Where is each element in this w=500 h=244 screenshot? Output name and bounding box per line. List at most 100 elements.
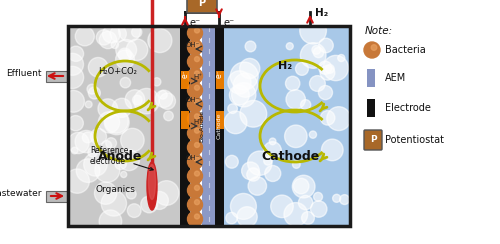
Circle shape <box>300 43 326 68</box>
Circle shape <box>126 39 148 61</box>
Circle shape <box>188 54 202 69</box>
Text: P: P <box>370 135 376 144</box>
Circle shape <box>110 26 126 42</box>
Text: Potentiostat: Potentiostat <box>385 135 444 145</box>
Bar <box>224 26 350 226</box>
Text: Wastewater: Wastewater <box>0 190 42 199</box>
Text: Anode: Anode <box>98 150 142 163</box>
Circle shape <box>264 142 281 160</box>
Circle shape <box>112 98 132 117</box>
Circle shape <box>364 42 380 58</box>
Text: Bacteria: Bacteria <box>385 45 426 55</box>
Circle shape <box>318 85 332 100</box>
Circle shape <box>148 29 172 53</box>
Circle shape <box>242 162 260 180</box>
Circle shape <box>230 193 256 219</box>
Circle shape <box>296 62 308 75</box>
Circle shape <box>228 71 251 94</box>
Text: Effluent: Effluent <box>6 70 42 79</box>
Circle shape <box>240 58 260 79</box>
Circle shape <box>98 99 117 119</box>
Text: Reference
electrode: Reference electrode <box>90 146 153 170</box>
Circle shape <box>240 100 266 127</box>
Text: e⁻: e⁻ <box>215 70 224 78</box>
Circle shape <box>115 158 126 170</box>
Circle shape <box>194 85 200 90</box>
Circle shape <box>323 55 348 81</box>
Bar <box>46 191 68 202</box>
Circle shape <box>90 129 106 145</box>
Circle shape <box>264 157 272 165</box>
Circle shape <box>326 64 334 73</box>
Circle shape <box>104 110 129 135</box>
Circle shape <box>118 20 141 42</box>
Circle shape <box>264 165 281 182</box>
Circle shape <box>194 71 200 76</box>
Circle shape <box>158 91 167 99</box>
Circle shape <box>132 95 142 105</box>
Circle shape <box>102 141 112 151</box>
Circle shape <box>302 212 314 224</box>
Circle shape <box>188 169 202 183</box>
Circle shape <box>194 100 200 104</box>
Circle shape <box>327 107 350 131</box>
Circle shape <box>188 154 202 169</box>
Circle shape <box>100 31 116 49</box>
Circle shape <box>188 197 202 212</box>
Circle shape <box>62 91 84 112</box>
Circle shape <box>194 42 200 47</box>
Circle shape <box>88 147 98 157</box>
Circle shape <box>62 66 84 89</box>
Text: e⁻: e⁻ <box>190 18 201 28</box>
Circle shape <box>319 38 334 53</box>
Text: OH⁻: OH⁻ <box>186 97 200 103</box>
Text: OH⁻: OH⁻ <box>186 42 200 48</box>
Circle shape <box>102 25 120 43</box>
Circle shape <box>188 40 202 55</box>
Circle shape <box>76 159 100 183</box>
Bar <box>216 111 224 129</box>
Circle shape <box>68 115 84 131</box>
Circle shape <box>150 191 168 209</box>
Circle shape <box>371 45 377 50</box>
Bar <box>68 26 350 226</box>
Circle shape <box>126 189 136 199</box>
Circle shape <box>132 27 142 37</box>
Text: H₂: H₂ <box>278 61 292 71</box>
Text: Cathode: Cathode <box>217 113 222 139</box>
Circle shape <box>310 201 327 217</box>
Circle shape <box>95 157 120 182</box>
Circle shape <box>188 140 202 155</box>
Circle shape <box>248 151 272 175</box>
Circle shape <box>194 57 200 62</box>
Circle shape <box>310 131 316 138</box>
Circle shape <box>234 73 258 97</box>
Bar <box>367 69 375 87</box>
Circle shape <box>88 58 108 77</box>
Bar <box>181 111 189 129</box>
Text: H₂: H₂ <box>315 8 328 18</box>
Text: e⁻: e⁻ <box>224 18 235 28</box>
Text: H₂O+CO₂: H₂O+CO₂ <box>98 67 138 76</box>
Circle shape <box>111 41 118 49</box>
Circle shape <box>194 28 200 33</box>
Circle shape <box>194 185 200 190</box>
Circle shape <box>224 111 247 134</box>
Circle shape <box>188 26 202 41</box>
Circle shape <box>246 168 260 181</box>
Circle shape <box>152 78 161 86</box>
Circle shape <box>228 104 237 113</box>
Circle shape <box>155 90 172 108</box>
Circle shape <box>75 130 98 153</box>
Bar <box>190 26 200 226</box>
Circle shape <box>116 40 136 60</box>
Circle shape <box>118 150 140 171</box>
Circle shape <box>194 128 200 133</box>
Circle shape <box>99 210 122 233</box>
Circle shape <box>188 212 202 226</box>
Bar <box>68 26 180 226</box>
Text: Note:: Note: <box>365 26 393 36</box>
Circle shape <box>230 85 250 105</box>
Circle shape <box>75 27 94 46</box>
Circle shape <box>188 111 202 126</box>
